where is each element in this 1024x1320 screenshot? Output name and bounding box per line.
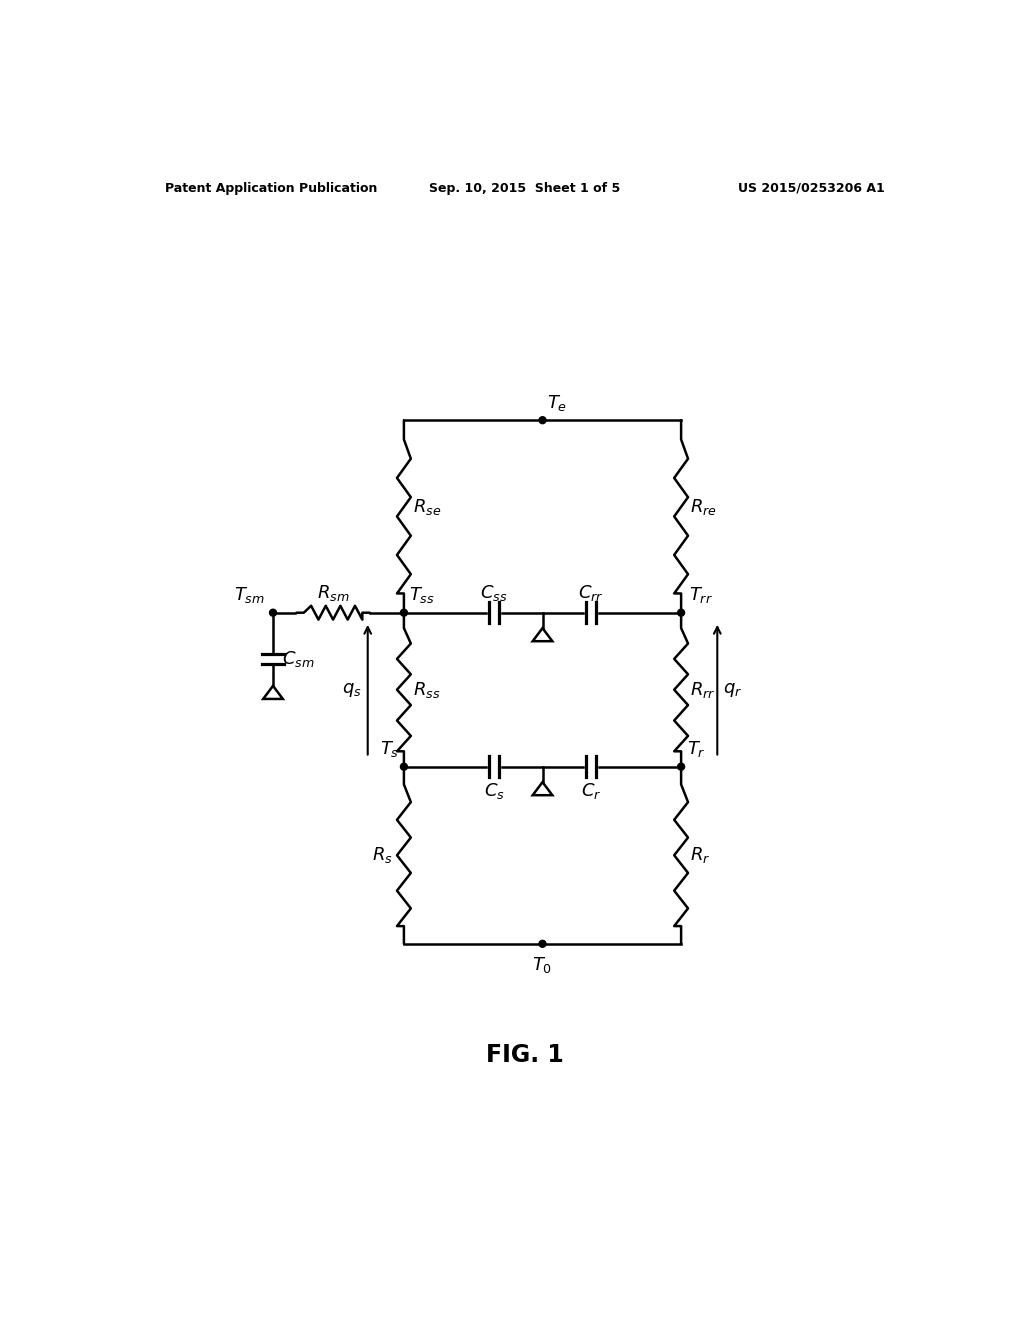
Text: $T_e$: $T_e$ — [547, 392, 567, 413]
Text: $C_{sm}$: $C_{sm}$ — [283, 649, 314, 669]
Circle shape — [400, 610, 408, 616]
Circle shape — [539, 940, 546, 948]
Text: FIG. 1: FIG. 1 — [486, 1043, 563, 1068]
Text: $R_s$: $R_s$ — [373, 845, 393, 865]
Circle shape — [678, 610, 685, 616]
Text: $T_0$: $T_0$ — [532, 954, 553, 974]
Circle shape — [269, 610, 276, 616]
Text: $T_{sm}$: $T_{sm}$ — [234, 585, 265, 605]
Text: $C_r$: $C_r$ — [581, 780, 601, 800]
Text: Sep. 10, 2015  Sheet 1 of 5: Sep. 10, 2015 Sheet 1 of 5 — [429, 182, 621, 194]
Text: US 2015/0253206 A1: US 2015/0253206 A1 — [738, 182, 885, 194]
Circle shape — [678, 763, 685, 770]
Text: $R_{se}$: $R_{se}$ — [413, 498, 441, 517]
Text: $R_r$: $R_r$ — [690, 845, 711, 865]
Text: $R_{rr}$: $R_{rr}$ — [690, 680, 716, 700]
Text: $T_{rr}$: $T_{rr}$ — [689, 585, 713, 605]
Circle shape — [400, 763, 408, 770]
Text: $R_{re}$: $R_{re}$ — [690, 498, 717, 517]
Text: $T_{ss}$: $T_{ss}$ — [409, 585, 434, 605]
Text: Patent Application Publication: Patent Application Publication — [165, 182, 378, 194]
Text: $R_{sm}$: $R_{sm}$ — [316, 583, 349, 603]
Text: $R_{ss}$: $R_{ss}$ — [413, 680, 440, 700]
Text: $C_{rr}$: $C_{rr}$ — [579, 583, 604, 603]
Circle shape — [539, 417, 546, 424]
Text: $C_s$: $C_s$ — [483, 780, 505, 800]
Text: $q_r$: $q_r$ — [724, 681, 742, 698]
Text: $C_{ss}$: $C_{ss}$ — [480, 583, 508, 603]
Text: $q_s$: $q_s$ — [342, 681, 361, 698]
Text: $T_r$: $T_r$ — [687, 739, 707, 759]
Text: $T_s$: $T_s$ — [380, 739, 399, 759]
